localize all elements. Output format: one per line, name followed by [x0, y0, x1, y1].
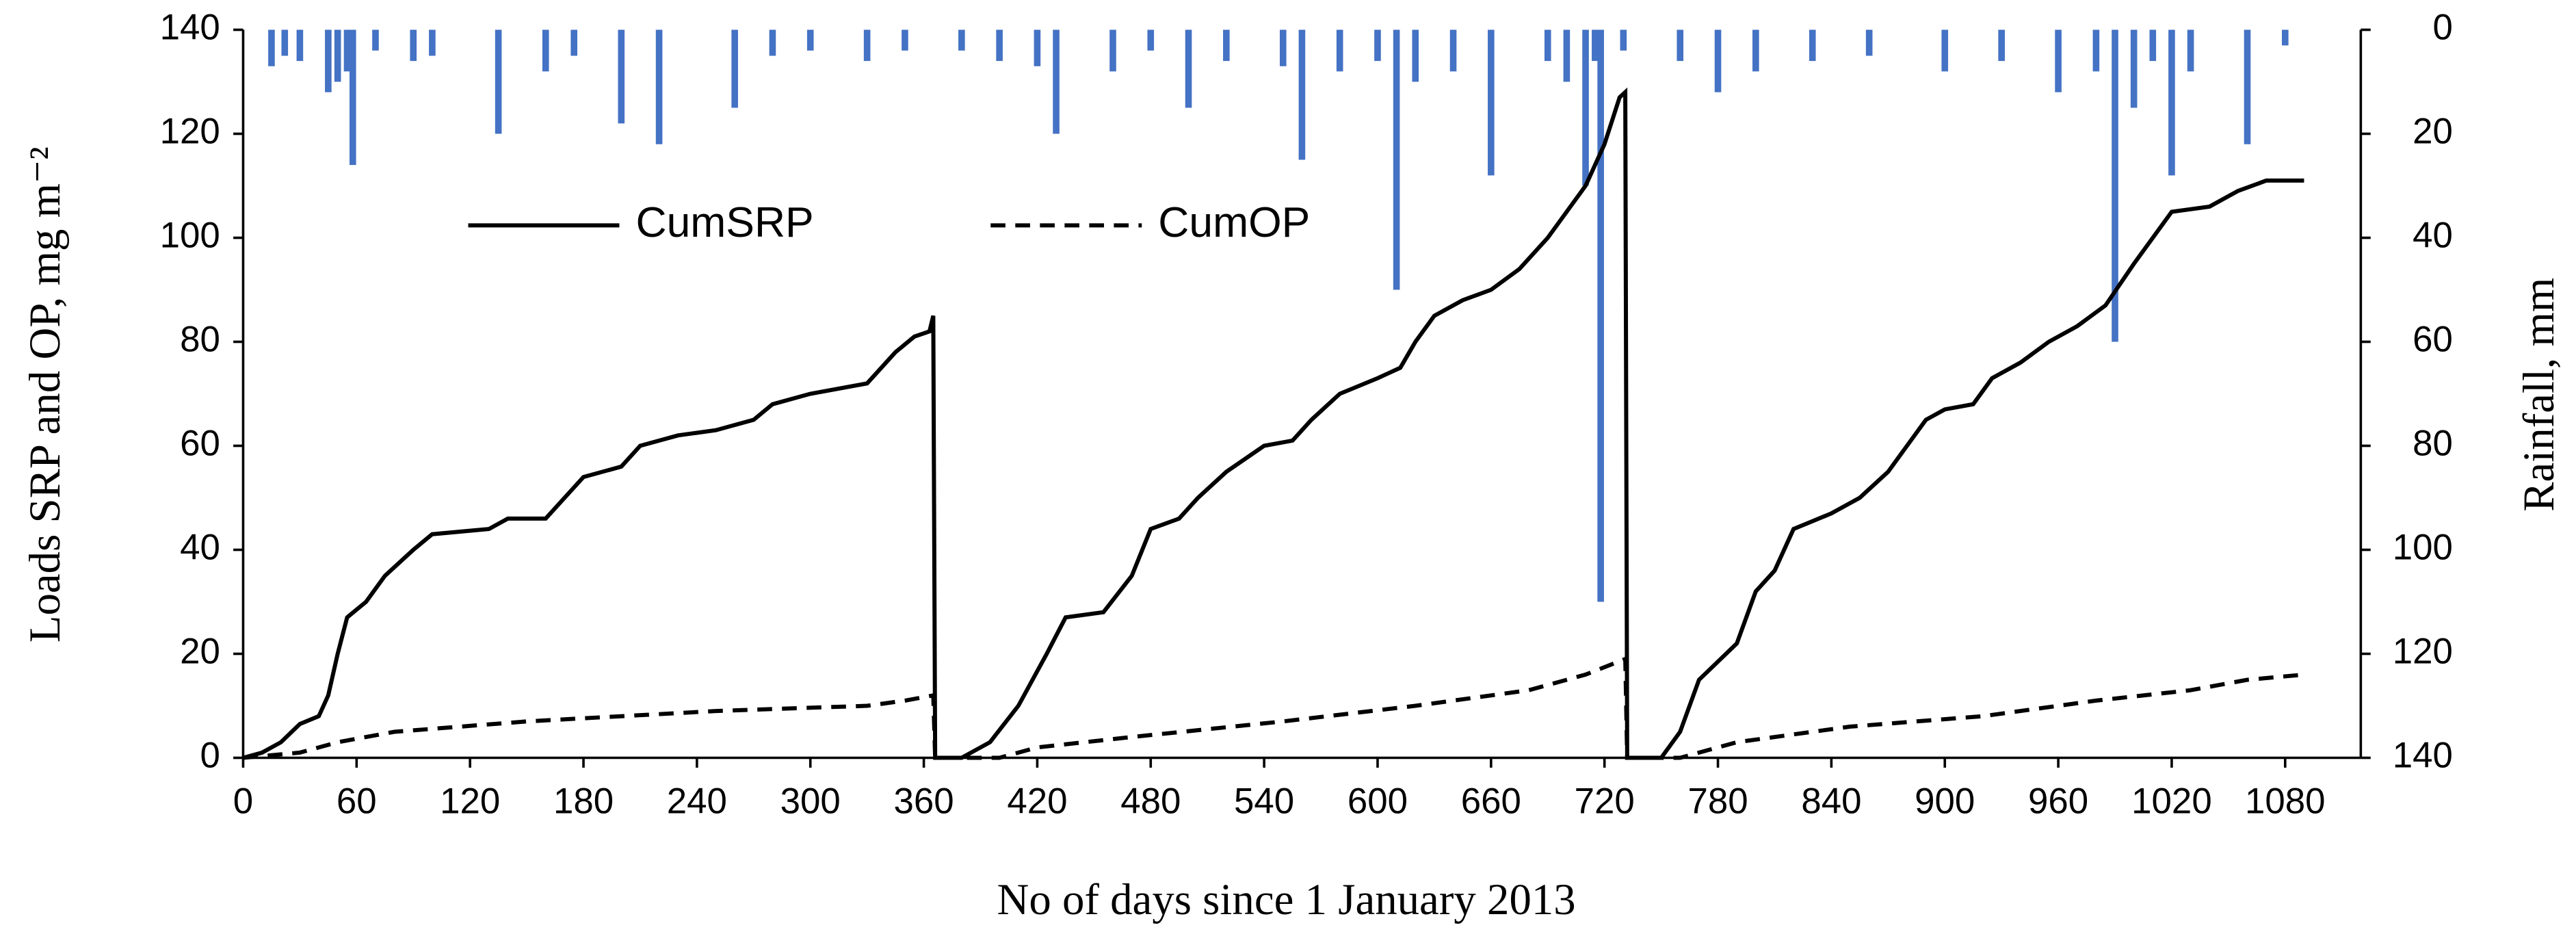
x-tick-label: 420: [1007, 781, 1067, 822]
x-axis-label: No of days since 1 January 2013: [997, 875, 1576, 924]
y-tick-label: 0: [200, 735, 220, 775]
x-tick-label: 1080: [2245, 781, 2326, 822]
x-tick-label: 780: [1687, 781, 1748, 822]
x-tick-label: 900: [1915, 781, 1975, 822]
y-tick-label: 20: [180, 631, 220, 671]
y2-tick-label: 100: [2393, 527, 2453, 567]
x-tick-label: 540: [1234, 781, 1294, 822]
legend-label: CumOP: [1158, 198, 1310, 246]
series-line: [242, 87, 2304, 760]
x-tick-label: 240: [667, 781, 727, 822]
x-tick-label: 0: [233, 781, 253, 822]
y2-tick-label: 40: [2413, 215, 2453, 255]
y2-tick-label: 0: [2432, 7, 2452, 47]
x-tick-label: 360: [893, 781, 954, 822]
y-tick-label: 80: [180, 319, 220, 359]
x-tick-label: 120: [440, 781, 500, 822]
x-tick-label: 60: [337, 781, 377, 822]
x-tick-label: 300: [780, 781, 841, 822]
y2-tick-label: 60: [2413, 319, 2453, 359]
y2-tick-label: 120: [2393, 631, 2453, 671]
x-tick-label: 840: [1801, 781, 1861, 822]
y2-tick-label: 80: [2413, 423, 2453, 463]
x-tick-label: 180: [553, 781, 614, 822]
x-tick-label: 480: [1120, 781, 1181, 822]
y-tick-label: 40: [180, 527, 220, 567]
y-tick-label: 60: [180, 423, 220, 463]
x-tick-label: 1020: [2131, 781, 2212, 822]
y-axis-label: Loads SRP and OP, mg m⁻²: [21, 146, 70, 643]
y-tick-label: 120: [160, 111, 220, 151]
series-line: [243, 656, 2304, 760]
x-tick-label: 720: [1575, 781, 1635, 822]
y2-tick-label: 140: [2393, 735, 2453, 775]
y2-axis-label: Rainfall, mm: [2514, 278, 2564, 512]
x-tick-label: 660: [1461, 781, 1521, 822]
y2-tick-label: 20: [2413, 111, 2453, 151]
y-tick-label: 100: [160, 215, 220, 255]
y-tick-label: 140: [160, 7, 220, 47]
legend-label: CumSRP: [635, 198, 813, 246]
x-tick-label: 960: [2028, 781, 2088, 822]
x-tick-label: 600: [1348, 781, 1408, 822]
